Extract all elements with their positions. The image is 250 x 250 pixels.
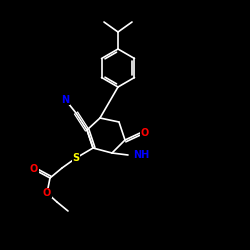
Text: O: O bbox=[141, 128, 149, 138]
Text: NH: NH bbox=[133, 150, 149, 160]
Text: O: O bbox=[43, 188, 51, 198]
Text: S: S bbox=[72, 153, 80, 163]
Text: O: O bbox=[30, 164, 38, 174]
Text: N: N bbox=[61, 95, 69, 105]
